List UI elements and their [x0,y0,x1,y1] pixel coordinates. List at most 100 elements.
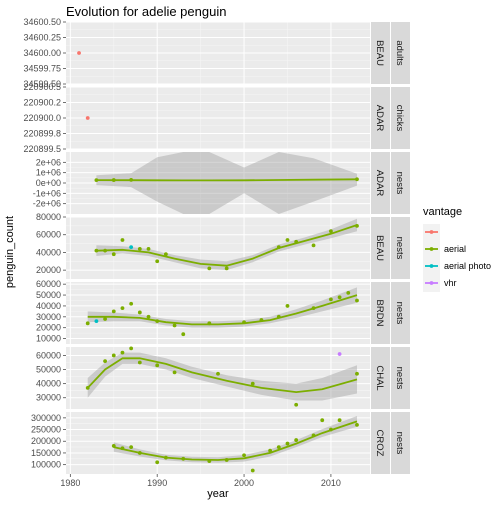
y-tick-label: 50000 [36,290,61,300]
data-point [120,446,125,451]
y-tick-label: 1e+06 [36,168,61,178]
facet-label-site: ADAR [374,105,385,132]
data-point [103,359,107,363]
y-tick-label: 40000 [36,247,61,257]
data-point [129,245,134,250]
facet-strip-count-type [391,152,410,214]
data-point [172,370,177,375]
y-tick-label: 30000 [36,393,61,403]
y-tick-label: 60000 [36,279,61,289]
data-point [355,422,359,427]
y-tick-label: 250000 [31,425,61,435]
facet-strip-site [371,152,390,214]
data-point [355,223,359,228]
data-point [146,246,151,251]
y-tick-label: 34599.75 [23,64,61,74]
facet-label-count-type: nests [394,172,405,195]
legend-title: vantage [423,206,462,218]
legend-label: vhr [444,278,457,288]
data-point [276,314,281,319]
y-tick-label: 10000 [36,334,61,344]
x-tick-label: 2000 [234,478,254,488]
data-point [103,248,107,253]
y-tick-label: 20000 [36,323,61,333]
legend-label: aerial [444,244,466,254]
smooth-line [87,294,358,326]
data-point [216,371,220,376]
facet-strip-site [371,412,390,474]
data-point [329,427,333,432]
facet-strip-site [371,22,390,84]
facet-strip-count-type [391,282,410,344]
y-tick-label: 300000 [31,413,61,423]
panel-chal-nests: 30000 40000 50000 60000 CHAL nests [36,346,410,409]
y-tick-label: 34599.50 [23,79,61,89]
facet-label-site: CHAL [374,365,385,390]
data-point [137,246,142,251]
smooth-line [87,357,358,394]
facet-strip-count-type [391,87,410,149]
data-point [276,245,281,250]
facet-label-site: ADAR [374,170,385,197]
y-tick-label: 220900.2 [23,98,61,108]
data-point [329,297,333,302]
panel-beau-adults: 34599.50 34599.75 34600.00 34600.25 34600.50… [23,17,410,89]
data-point [120,306,125,311]
facet-label-count-type: adults [394,40,405,66]
y-tick-label: 50000 [36,365,61,375]
facet-strip-count-type [391,412,410,474]
legend-key-point [429,247,434,251]
y-tick-label: -1e+06 [33,188,61,198]
data-point [94,248,99,253]
smooth-line [96,224,358,267]
y-tick-label: 20000 [36,265,61,275]
y-tick-label: 200000 [31,436,61,446]
data-point [355,177,359,182]
data-point [94,178,99,183]
data-point [120,350,125,355]
data-point [163,252,168,257]
y-tick-label: 150000 [31,448,61,458]
data-point [146,314,151,319]
x-tick-label: 2010 [321,478,341,488]
confidence-band [96,152,358,214]
data-point [355,298,359,303]
data-point [311,433,316,438]
confidence-band [87,287,357,328]
data-point [268,448,273,453]
y-tick-label: 34600.50 [23,17,61,27]
y-tick-label: 220899.5 [23,144,61,154]
data-point [129,301,134,306]
y-tick-label: 34600.25 [23,33,61,43]
data-point [285,238,290,242]
y-tick-label: 34600.00 [23,48,61,58]
x-tick-label: 1980 [60,478,80,488]
data-point [163,455,168,460]
smooth-line [96,178,358,182]
data-point [207,459,212,464]
x-axis-title: year [207,488,229,500]
y-tick-label: 60000 [36,350,61,360]
data-point [155,259,160,264]
data-point [276,445,281,449]
chart-title: Evolution for adelie penguin [66,4,226,19]
panel-beau-nests: 20000 40000 60000 80000 BEAU nests [36,212,410,279]
panels: 34599.50 34599.75 34600.00 34600.25 34600.50… [23,17,410,488]
facet-strip-site [371,217,390,279]
data-point [155,460,160,465]
data-point [155,363,160,368]
data-point [85,321,90,326]
facet-strip-site [371,87,390,149]
data-point [94,319,99,324]
data-point [242,453,246,458]
data-point [250,381,255,386]
panel-background [66,282,370,344]
smooth-line [113,420,358,461]
data-point [85,116,90,120]
data-point [181,332,186,337]
facet-label-count-type: nests [394,302,405,325]
data-point [337,352,342,356]
